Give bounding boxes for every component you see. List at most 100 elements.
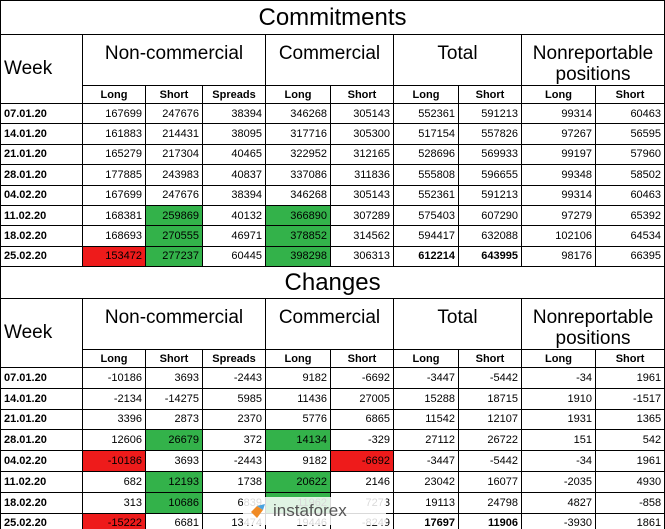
value-cell: 313 <box>82 491 146 514</box>
week-cell: 21.01.20 <box>0 408 83 431</box>
value-cell: 277237 <box>145 245 203 268</box>
value-cell: 40132 <box>202 204 266 227</box>
value-cell: 557826 <box>458 123 522 145</box>
data-row: 07.01.20 -10186 3693 -2443 9182 -6692 -3447 -54… <box>0 367 665 389</box>
value-cell: -1517 <box>594 387 665 410</box>
title-row: Changes <box>0 266 665 299</box>
sub-header: Spreads <box>202 349 266 368</box>
value-cell: 528696 <box>393 143 459 166</box>
value-cell: 552361 <box>393 102 459 125</box>
value-cell: 306313 <box>330 245 394 268</box>
value-cell: 14134 <box>265 429 331 452</box>
data-row: 07.01.20 167699 247676 38394 346268 305143 552… <box>0 102 665 125</box>
data-row: 21.01.20 3396 2873 2370 5776 6865 11542 12107 19… <box>0 408 665 431</box>
value-cell: 60445 <box>202 245 266 268</box>
value-cell: 168381 <box>82 204 146 227</box>
sub-header: Long <box>393 349 459 368</box>
value-cell: 56595 <box>594 123 665 145</box>
value-cell: -3930 <box>521 512 596 529</box>
value-cell: 16077 <box>458 470 522 493</box>
week-header: Week <box>0 34 83 104</box>
value-cell: 337086 <box>265 164 331 186</box>
data-row: 04.02.20 -10186 3693 -2443 9182 -6692 -3447 -54… <box>0 450 665 472</box>
week-cell: 07.01.20 <box>0 102 83 125</box>
sub-header: Short <box>145 349 203 368</box>
value-cell: 151 <box>521 429 596 452</box>
data-row: 18.02.20 168693 270555 46971 378852 314562 594… <box>0 225 665 247</box>
value-cell: 247676 <box>145 184 203 206</box>
week-header: Week <box>0 298 83 368</box>
sub-header: Short <box>594 85 665 104</box>
value-cell: 1365 <box>594 408 665 431</box>
sub-header: Short <box>145 85 203 104</box>
value-cell: 569933 <box>458 143 522 166</box>
week-cell: 28.01.20 <box>0 429 83 452</box>
sub-header: Short <box>458 85 522 104</box>
value-cell: 58502 <box>594 164 665 186</box>
value-cell: 12193 <box>145 470 203 493</box>
value-cell: 632088 <box>458 225 522 247</box>
value-cell: -15222 <box>82 512 146 529</box>
sub-header: Short <box>458 349 522 368</box>
value-cell: 12606 <box>82 429 146 452</box>
value-cell: 168693 <box>82 225 146 247</box>
value-cell: 97279 <box>521 204 596 227</box>
value-cell: 1738 <box>202 470 266 493</box>
week-cell: 11.02.20 <box>0 470 83 493</box>
value-cell: 165279 <box>82 143 146 166</box>
week-cell: 07.01.20 <box>0 367 83 389</box>
value-cell: 11436 <box>265 387 331 410</box>
value-cell: -14275 <box>145 387 203 410</box>
value-cell: 612214 <box>393 245 459 268</box>
value-cell: 5776 <box>265 408 331 431</box>
value-cell: 4930 <box>594 470 665 493</box>
value-cell: 102106 <box>521 225 596 247</box>
value-cell: 305300 <box>330 123 394 145</box>
value-cell: -10186 <box>82 450 146 472</box>
value-cell: 372 <box>202 429 266 452</box>
value-cell: 99314 <box>521 184 596 206</box>
value-cell: 3396 <box>82 408 146 431</box>
value-cell: 98176 <box>521 245 596 268</box>
sub-header: Long <box>521 349 596 368</box>
value-cell: 27005 <box>330 387 394 410</box>
value-cell: 11906 <box>458 512 522 529</box>
value-cell: 3693 <box>145 367 203 389</box>
group-header: Nonreportable positions <box>520 298 665 350</box>
sub-header: Long <box>82 349 146 368</box>
value-cell: -34 <box>521 367 596 389</box>
value-cell: 65392 <box>594 204 665 227</box>
value-cell: 60463 <box>594 102 665 125</box>
week-cell: 21.01.20 <box>0 143 83 166</box>
value-cell: 12107 <box>458 408 522 431</box>
group-header: Total <box>393 34 522 86</box>
week-cell: 11.02.20 <box>0 204 83 227</box>
value-cell: 177885 <box>82 164 146 186</box>
value-cell: -2443 <box>202 367 266 389</box>
changes-table: Changes Week Non-commercial Commercial Total… <box>0 266 665 529</box>
sub-header: Long <box>82 85 146 104</box>
value-cell: -34 <box>521 450 596 472</box>
value-cell: 311836 <box>330 164 394 186</box>
value-cell: 591213 <box>458 102 522 125</box>
group-header: Commercial <box>265 298 394 350</box>
value-cell: 161883 <box>82 123 146 145</box>
sub-header: Short <box>594 349 665 368</box>
value-cell: 26679 <box>145 429 203 452</box>
value-cell: 99197 <box>521 143 596 166</box>
group-header: Commercial <box>265 34 394 86</box>
value-cell: -5442 <box>458 367 522 389</box>
table-title: Changes <box>0 266 665 299</box>
value-cell: 1861 <box>594 512 665 529</box>
value-cell: 6865 <box>330 408 394 431</box>
value-cell: 167699 <box>82 184 146 206</box>
week-cell: 04.02.20 <box>0 184 83 206</box>
value-cell: 517154 <box>393 123 459 145</box>
value-cell: 15288 <box>393 387 459 410</box>
value-cell: 27112 <box>393 429 459 452</box>
data-row: 04.02.20 167699 247676 38394 346268 305143 552… <box>0 184 665 206</box>
value-cell: 1910 <box>521 387 596 410</box>
week-cell: 14.01.20 <box>0 123 83 145</box>
group-header: Non-commercial <box>82 34 266 86</box>
